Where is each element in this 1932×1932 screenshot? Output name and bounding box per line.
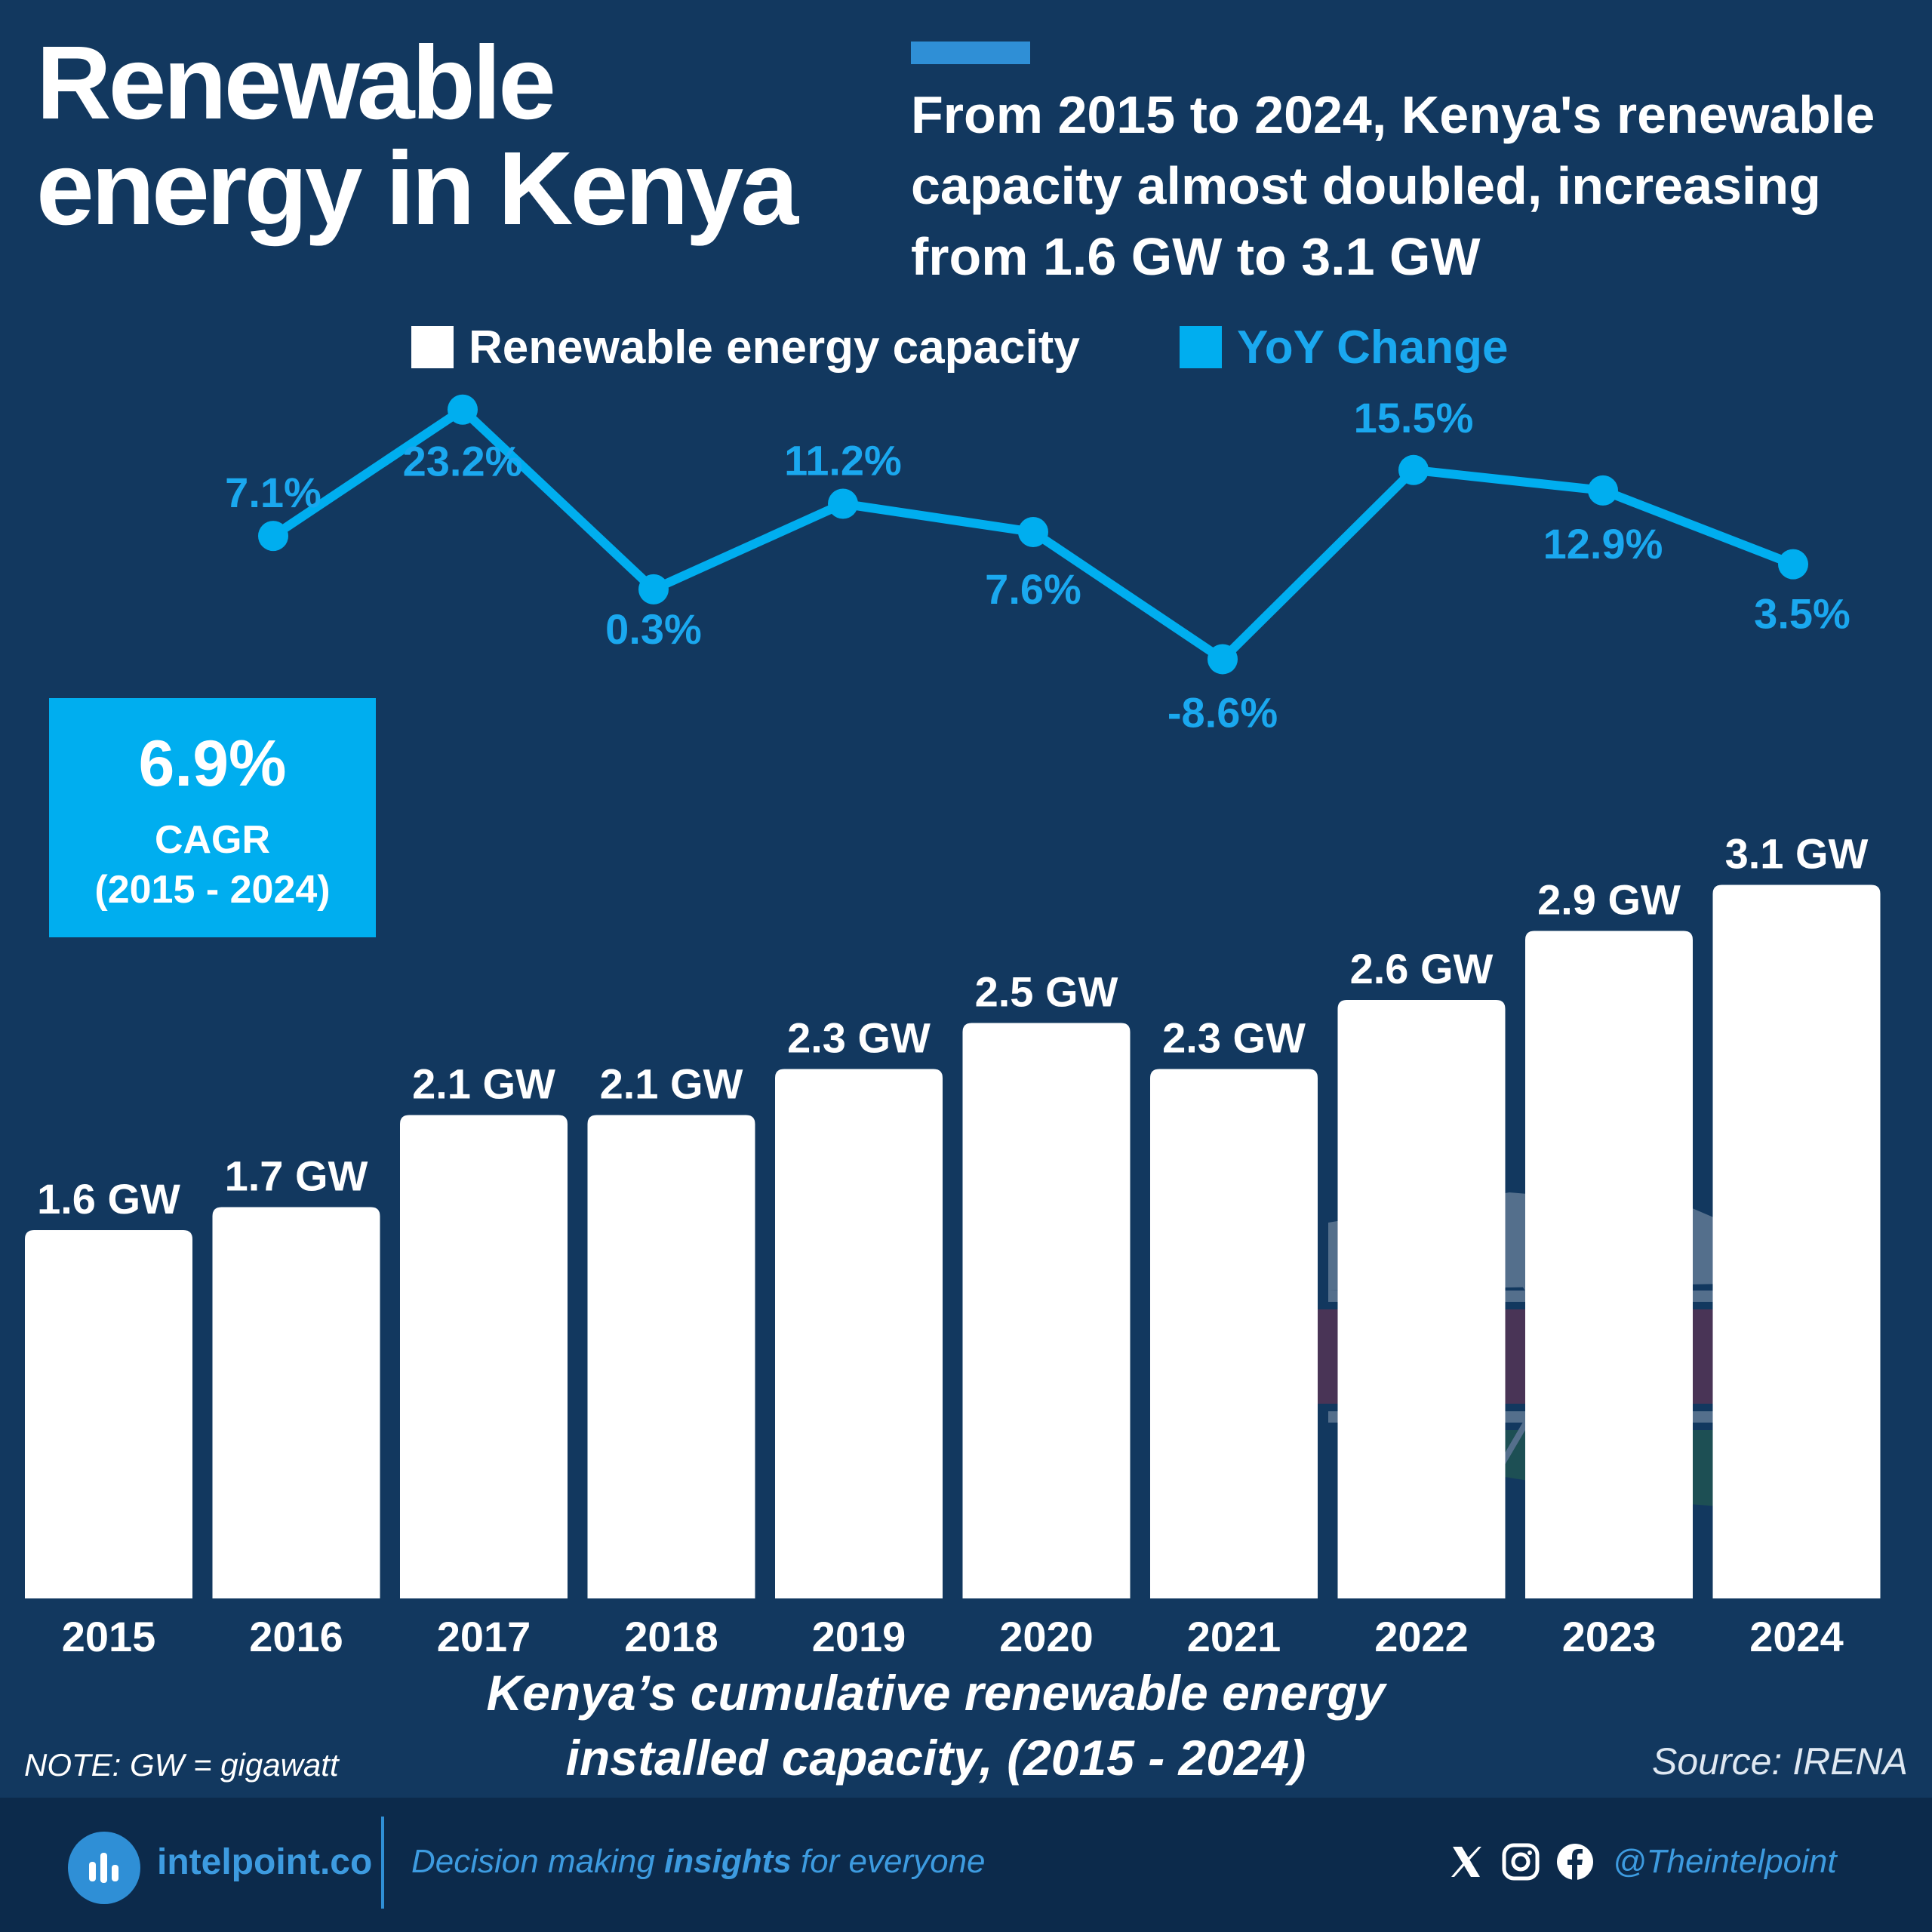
brand-name[interactable]: intelpoint.co <box>157 1842 373 1882</box>
cagr-label: CAGR <box>154 818 271 862</box>
yoy-point-2021 <box>1208 644 1238 675</box>
x-tick-label: 2015 <box>62 1613 156 1660</box>
bar-value-label: 1.6 GW <box>37 1175 180 1223</box>
tagline-post: for everyone <box>791 1843 986 1880</box>
bar-value-label: 1.7 GW <box>225 1152 368 1200</box>
yoy-value-label: 15.5% <box>1354 394 1474 441</box>
bar-2022 <box>1337 1000 1506 1598</box>
legend-yoy-swatch <box>1180 326 1222 368</box>
footer-divider <box>381 1817 384 1909</box>
yoy-value-label: 12.9% <box>1543 520 1663 568</box>
tagline-bold: insights <box>664 1843 792 1880</box>
bar-value-label: 2.9 GW <box>1537 876 1681 924</box>
bar-2018 <box>587 1115 755 1598</box>
footer: intelpoint.co Decision making insights f… <box>0 1798 1932 1932</box>
instagram-icon[interactable] <box>1500 1841 1542 1883</box>
legend-capacity-label: Renewable energy capacity <box>469 321 1080 374</box>
x-tick-label: 2024 <box>1749 1613 1844 1660</box>
x-tick-label: 2020 <box>999 1613 1094 1660</box>
cagr-box: 6.9% CAGR (2015 - 2024) <box>49 698 376 937</box>
bar-2015 <box>25 1230 192 1598</box>
legend-yoy: YoY Change <box>1180 317 1508 377</box>
x-tick-label: 2016 <box>249 1613 343 1660</box>
yoy-value-label: 7.6% <box>985 565 1081 613</box>
logo-bars-icon <box>68 1832 140 1904</box>
social-handle[interactable]: @Theintelpoint <box>1613 1843 1837 1880</box>
yoy-point-2017 <box>448 394 478 425</box>
chart-area: 1.6 GW 2015 1.7 GW 2016 2.1 GW 2017 2.1 GW 2018… <box>25 394 1881 1660</box>
note: NOTE: GW = gigawatt <box>24 1747 339 1783</box>
x-tick-label: 2017 <box>437 1613 531 1660</box>
yoy-point-2023 <box>1588 475 1618 506</box>
yoy-point-2019 <box>828 488 858 519</box>
bar-value-label: 2.1 GW <box>412 1060 555 1108</box>
legend-capacity: Renewable energy capacity <box>411 317 1080 377</box>
bar-2023 <box>1525 931 1693 1598</box>
yoy-point-2018 <box>638 574 669 605</box>
social-links: @Theintelpoint <box>1445 1841 1837 1883</box>
bar-value-label: 2.1 GW <box>600 1060 743 1108</box>
x-tick-label: 2019 <box>812 1613 906 1660</box>
legend-yoy-label: YoY Change <box>1237 321 1509 374</box>
bar-2020 <box>962 1023 1131 1598</box>
x-tick-label: 2018 <box>624 1613 718 1660</box>
tagline-pre: Decision making <box>411 1843 665 1880</box>
yoy-point-2024 <box>1778 549 1808 580</box>
bar-value-label: 2.5 GW <box>975 968 1118 1016</box>
legend-capacity-swatch <box>411 326 454 368</box>
yoy-value-label: 0.3% <box>605 605 702 653</box>
yoy-value-label: 7.1% <box>225 469 321 516</box>
yoy-point-2020 <box>1018 516 1048 547</box>
accent-bar <box>911 42 1030 64</box>
bar-value-label: 2.3 GW <box>1162 1014 1306 1062</box>
cagr-period: (2015 - 2024) <box>94 868 331 912</box>
yoy-value-label: -8.6% <box>1168 688 1278 736</box>
yoy-value-label: 23.2% <box>403 438 523 485</box>
facebook-icon[interactable] <box>1554 1841 1596 1883</box>
page-title: Renewable energy in Kenya <box>36 25 798 247</box>
x-tick-label: 2022 <box>1374 1613 1469 1660</box>
yoy-point-2016 <box>258 521 288 552</box>
yoy-value-label: 3.5% <box>1754 590 1850 638</box>
bar-2017 <box>400 1115 568 1598</box>
x-tick-label: 2023 <box>1562 1613 1657 1660</box>
subtitle: From 2015 to 2024, Kenya's renewable cap… <box>911 85 1875 286</box>
bar-value-label: 2.6 GW <box>1350 945 1494 992</box>
bar-2021 <box>1150 1069 1318 1598</box>
yoy-point-2022 <box>1398 454 1429 485</box>
bar-2019 <box>775 1069 943 1598</box>
tagline: Decision making insights for everyone <box>411 1843 986 1881</box>
chart-caption: Kenya’s cumulative renewable energy inst… <box>486 1665 1386 1786</box>
cagr-value: 6.9% <box>138 728 287 800</box>
x-icon[interactable] <box>1445 1841 1487 1883</box>
source: Source: IRENA <box>1651 1740 1908 1783</box>
x-tick-label: 2021 <box>1187 1613 1281 1660</box>
bar-value-label: 3.1 GW <box>1725 830 1869 878</box>
bar-value-label: 2.3 GW <box>787 1014 931 1062</box>
yoy-value-label: 11.2% <box>784 437 902 485</box>
bar-2024 <box>1712 884 1881 1598</box>
bar-2016 <box>212 1207 380 1598</box>
